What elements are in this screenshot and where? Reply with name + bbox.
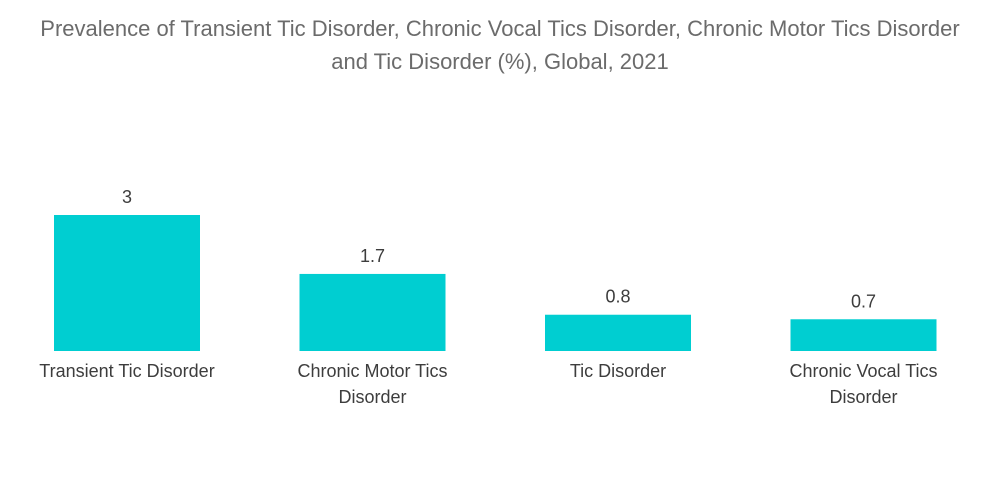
data-label-tic-disorder: 0.8 [605, 287, 630, 307]
bar-chronic-motor-tics-disorder [299, 273, 446, 351]
bar-tic-disorder [545, 314, 691, 351]
data-label-chronic-motor-tics-disorder: 1.7 [360, 246, 385, 266]
category-label-transient-tic-disorder: Transient Tic Disorder [39, 361, 214, 381]
bar-transient-tic-disorder [54, 215, 200, 351]
category-label-chronic-vocal-tics-disorder: Chronic Vocal Tics Disorder [789, 361, 937, 407]
chart-title: Prevalence of Transient Tic Disorder, Ch… [40, 16, 960, 74]
data-label-transient-tic-disorder: 3 [122, 187, 132, 207]
category-label-tic-disorder: Tic Disorder [570, 361, 666, 381]
data-label-chronic-vocal-tics-disorder: 0.7 [851, 291, 876, 311]
category-label-chronic-motor-tics-disorder: Chronic Motor Tics Disorder [297, 361, 447, 407]
bar-chronic-vocal-tics-disorder [790, 319, 937, 351]
